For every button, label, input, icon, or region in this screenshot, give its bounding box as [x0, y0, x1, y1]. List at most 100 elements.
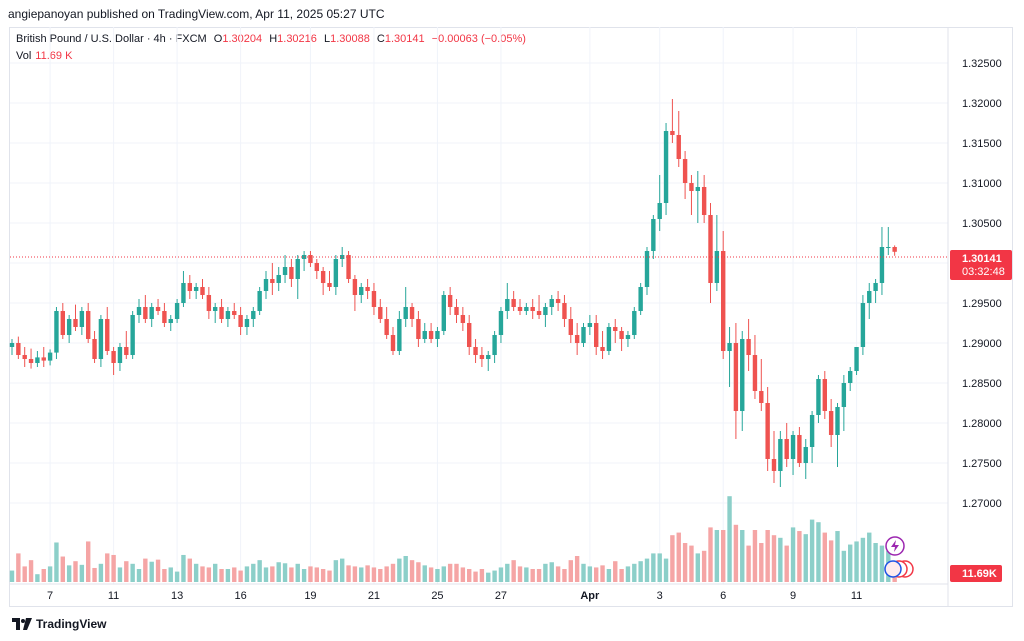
volume-bar [848, 544, 853, 582]
volume-bar [701, 550, 707, 582]
footer-brand-label: TradingView [36, 617, 107, 631]
volume-bar [359, 567, 364, 582]
candle-body [714, 251, 720, 283]
volume-bar [867, 532, 872, 582]
candle-body [397, 319, 402, 351]
volume-bar [790, 527, 796, 582]
volume-bar [213, 563, 218, 582]
candle-body [670, 131, 675, 135]
volume-bar [479, 569, 485, 582]
open-value: 1.30204 [222, 33, 263, 45]
volume-bar [727, 496, 732, 582]
x-tick-label: 3 [657, 590, 663, 602]
chart-frame [9, 27, 1013, 607]
candle-body [892, 247, 897, 252]
candle-body [403, 307, 408, 319]
volume-bar [543, 563, 548, 582]
low-label: L [323, 33, 331, 45]
volume-legend: Vol 11.69 K [16, 50, 72, 62]
volume-bar [60, 556, 65, 582]
candle-body [657, 203, 662, 219]
candle-body [505, 299, 510, 311]
volume-bar [568, 560, 573, 582]
candle-body [244, 319, 250, 327]
y-tick-label: 1.30500 [962, 218, 1002, 230]
candle-body [841, 383, 847, 407]
volume-bar [517, 566, 523, 582]
volume-bar [632, 563, 637, 582]
x-tick-label: 27 [495, 590, 507, 602]
y-tick-label: 1.31500 [962, 138, 1002, 150]
flag-event-icon[interactable] [884, 560, 902, 578]
candle-body [568, 319, 573, 335]
candle-body [536, 311, 542, 315]
candle-body [765, 403, 770, 459]
volume-bar [492, 570, 497, 582]
candle-body [822, 379, 827, 411]
candle-body [60, 311, 65, 335]
volume-bar [822, 532, 827, 582]
candle-body [473, 347, 478, 355]
volume-bar [606, 569, 612, 582]
x-tick-label: 16 [234, 590, 246, 602]
candle-body [136, 307, 142, 315]
candle-body [695, 187, 700, 191]
candle-body [619, 331, 624, 339]
candle-body [797, 435, 802, 463]
candle-body [644, 251, 650, 287]
volume-bar [473, 571, 478, 582]
candle-body [816, 379, 821, 415]
candle-body [835, 407, 840, 435]
candle-body [35, 357, 40, 363]
close-value: 1.30141 [384, 33, 425, 45]
candle-body [206, 295, 212, 311]
volume-bar [54, 542, 59, 582]
volume-bar [289, 567, 294, 582]
volume-bar [879, 545, 885, 582]
candle-body [117, 347, 123, 363]
volume-bar [257, 560, 262, 582]
volume-bar [397, 558, 402, 582]
candle-body [124, 347, 129, 355]
volume-bar [155, 559, 161, 582]
candle-body [79, 311, 85, 327]
volume-bar [73, 561, 78, 582]
candle-body [409, 307, 415, 319]
volume-bar [460, 567, 466, 582]
candle-body [784, 439, 789, 459]
y-tick-label: 1.28500 [962, 378, 1002, 390]
volume-bar [549, 562, 554, 582]
volume-bar [320, 569, 326, 582]
volume-bar [92, 567, 97, 582]
y-tick-label: 1.27500 [962, 458, 1002, 470]
candle-body [105, 319, 110, 351]
price-badge-countdown: 03:32:48 [962, 266, 1005, 278]
candle-body [251, 311, 256, 319]
volume-bar [714, 530, 720, 582]
volume-bar [555, 566, 561, 582]
volume-bar [308, 566, 313, 582]
close-label: C [376, 33, 385, 45]
event-icons[interactable] [884, 536, 914, 578]
volume-bar [219, 569, 224, 582]
volume-bar [251, 563, 256, 582]
volume-bar [28, 560, 34, 582]
candle-body [28, 359, 34, 363]
volume-bar [206, 567, 212, 582]
candle-body [778, 439, 783, 471]
volume-bar [416, 562, 421, 582]
footer-brand[interactable]: TradingView [12, 617, 106, 631]
lightning-icon [891, 540, 899, 552]
candle-body [352, 279, 358, 295]
volume-bar [505, 563, 510, 582]
volume-badge: 11.69K [950, 565, 1002, 582]
candle-body [232, 311, 237, 315]
candle-body [733, 343, 739, 411]
candle-body [606, 327, 612, 351]
candle-body [359, 287, 364, 295]
candle-body [111, 351, 116, 363]
volume-bar [390, 563, 396, 582]
candle-body [378, 307, 383, 319]
candle-body [530, 307, 535, 311]
